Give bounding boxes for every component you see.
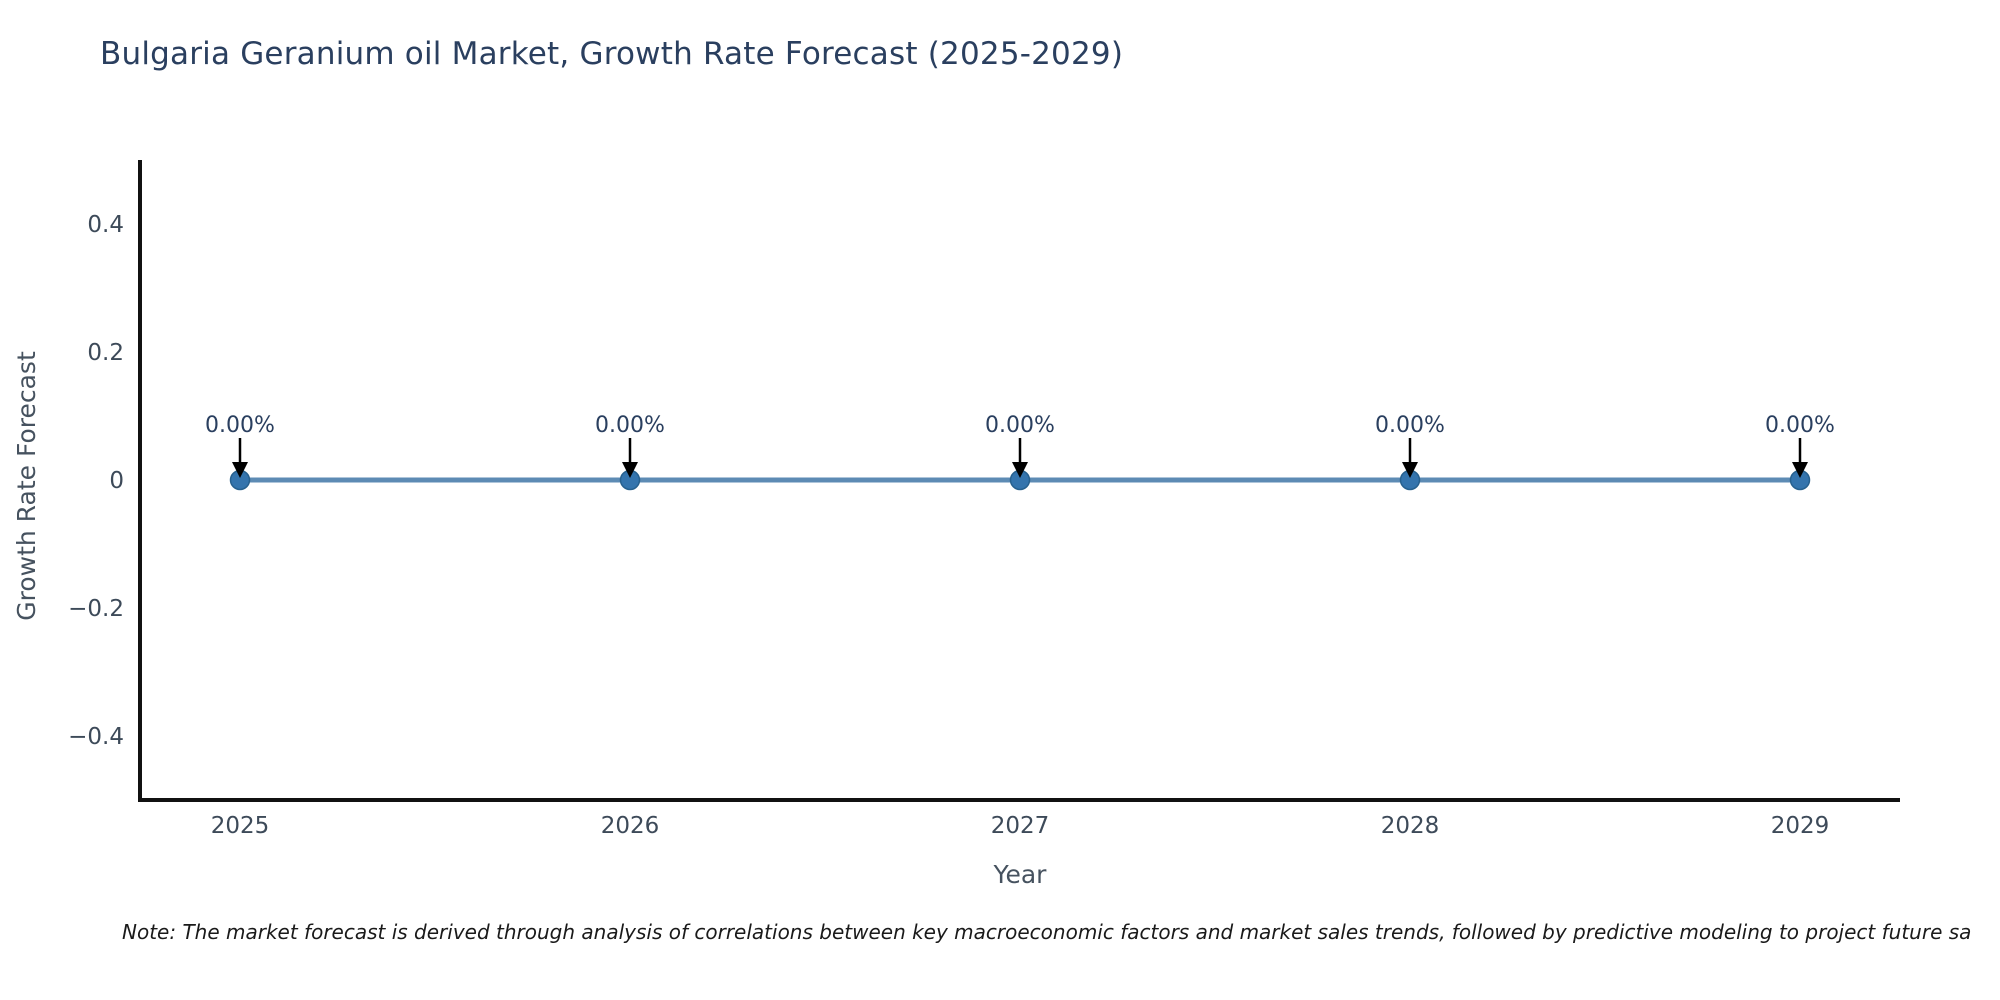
y-tick-label: −0.2 <box>68 596 124 622</box>
x-tick-label: 2027 <box>991 813 1050 839</box>
y-tick-label: 0.2 <box>87 340 124 366</box>
footnote: Note: The market forecast is derived thr… <box>122 920 1972 944</box>
x-tick-label: 2026 <box>601 813 660 839</box>
x-axis-title: Year <box>993 860 1047 889</box>
point-annotation: 0.00% <box>1765 413 1835 438</box>
annotation-arrowhead <box>1792 462 1808 478</box>
x-tick-label: 2028 <box>1381 813 1440 839</box>
x-tick-label: 2029 <box>1771 813 1830 839</box>
annotation-arrowhead <box>1012 462 1028 478</box>
point-annotation: 0.00% <box>205 413 275 438</box>
annotation-arrowhead <box>232 462 248 478</box>
y-tick-label: −0.4 <box>68 724 124 750</box>
point-annotation: 0.00% <box>595 413 665 438</box>
chart-title: Bulgaria Geranium oil Market, Growth Rat… <box>100 36 1124 72</box>
annotation-arrowhead <box>622 462 638 478</box>
annotation-arrowhead <box>1402 462 1418 478</box>
point-annotation: 0.00% <box>1375 413 1445 438</box>
y-axis-title: Growth Rate Forecast <box>12 351 41 621</box>
x-tick-label: 2025 <box>211 813 270 839</box>
y-tick-label: 0.4 <box>87 212 124 238</box>
point-annotation: 0.00% <box>985 413 1055 438</box>
y-tick-label: 0 <box>109 468 124 494</box>
